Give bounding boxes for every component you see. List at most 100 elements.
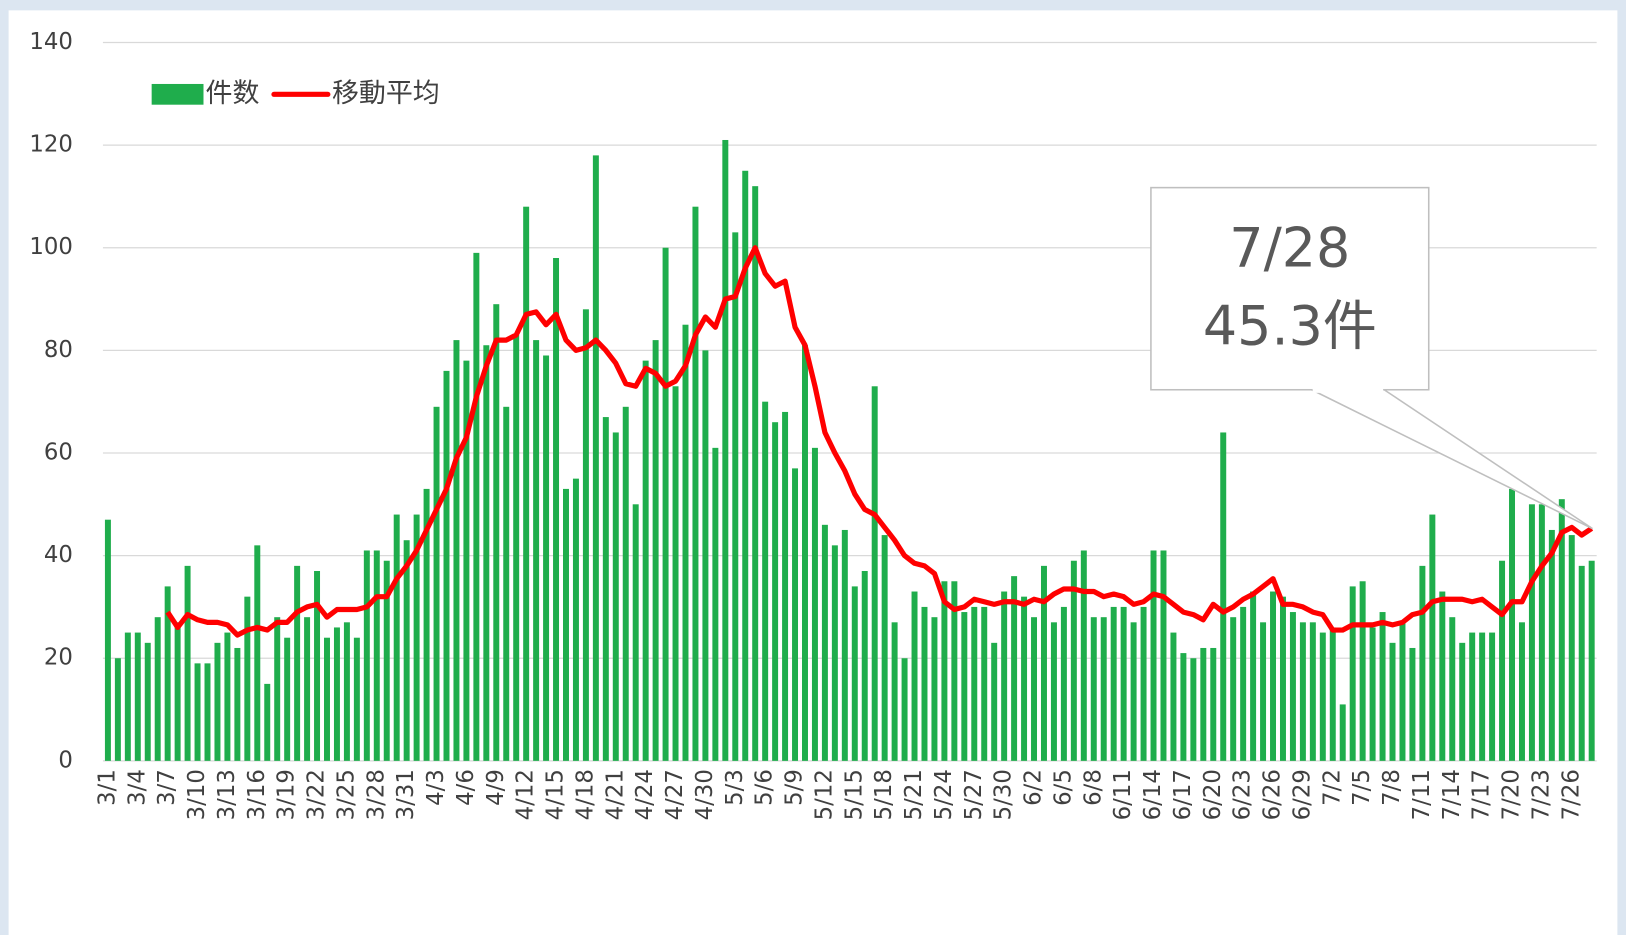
x-tick-label: 3/10 — [184, 769, 210, 820]
bar — [1130, 622, 1137, 761]
x-tick-label: 4/9 — [483, 769, 509, 806]
bar — [1489, 632, 1496, 761]
bar — [563, 488, 569, 761]
x-tick-label: 6/2 — [1021, 769, 1047, 806]
bar — [1499, 560, 1506, 761]
y-tick-label: 60 — [44, 439, 73, 465]
x-tick-label: 7/11 — [1409, 769, 1435, 820]
x-tick-label: 5/9 — [782, 769, 808, 806]
bar — [1190, 658, 1197, 761]
bar — [1528, 504, 1535, 761]
y-tick-label: 40 — [44, 542, 73, 568]
y-tick-label: 20 — [44, 645, 73, 671]
bar — [622, 406, 629, 761]
bar — [1429, 514, 1436, 761]
bar — [1001, 591, 1008, 761]
bar — [1439, 591, 1446, 761]
bar — [174, 622, 181, 761]
y-tick-label: 140 — [29, 29, 73, 55]
bar — [1359, 581, 1366, 761]
bar — [1299, 622, 1306, 761]
bar — [274, 617, 281, 761]
bar — [981, 606, 988, 761]
x-tick-label: 6/26 — [1260, 769, 1286, 820]
bar — [353, 637, 360, 761]
x-tick-label: 6/29 — [1289, 769, 1315, 820]
x-tick-label: 5/24 — [931, 769, 957, 820]
bar — [1140, 606, 1147, 761]
bar — [1509, 488, 1516, 761]
bar — [672, 386, 679, 761]
x-tick-label: 3/16 — [244, 769, 270, 820]
bar — [1210, 647, 1217, 761]
bar — [1250, 591, 1257, 761]
x-tick-label: 7/26 — [1558, 769, 1584, 820]
bar — [443, 370, 450, 761]
bar — [473, 252, 480, 761]
bar — [1279, 596, 1286, 761]
bar — [1230, 617, 1237, 761]
bar — [144, 642, 151, 761]
bar — [184, 565, 191, 761]
x-tick-label: 6/11 — [1110, 769, 1136, 820]
x-tick-label: 6/14 — [1140, 769, 1166, 820]
bar — [772, 422, 779, 761]
bar — [732, 232, 739, 761]
bar — [533, 340, 540, 761]
bar — [951, 581, 958, 761]
bar — [523, 206, 530, 761]
bar — [572, 478, 579, 761]
x-tick-label: 3/31 — [393, 769, 419, 820]
bar — [244, 596, 251, 761]
x-tick-label: 4/21 — [602, 769, 628, 820]
bar — [1479, 632, 1486, 761]
bar — [553, 258, 560, 761]
bar — [762, 401, 769, 761]
x-tick-label: 5/3 — [722, 769, 748, 806]
bar — [1538, 504, 1545, 761]
bar — [722, 139, 729, 761]
bar — [154, 617, 161, 761]
x-tick-label: 4/30 — [692, 769, 718, 820]
bar — [702, 350, 709, 761]
x-tick-label: 6/5 — [1050, 769, 1076, 806]
bar — [1260, 622, 1267, 761]
bar — [463, 360, 470, 761]
bar — [543, 355, 550, 761]
bar — [453, 340, 460, 761]
bar — [782, 411, 789, 761]
x-tick-label: 5/15 — [841, 769, 867, 820]
bar — [752, 186, 759, 761]
bar — [1021, 596, 1028, 761]
bar — [692, 206, 699, 761]
bar — [114, 658, 121, 761]
bar — [841, 529, 848, 761]
bar — [1548, 529, 1555, 761]
bar — [742, 170, 749, 761]
bar — [403, 540, 410, 761]
bar — [284, 637, 291, 761]
bar — [333, 627, 340, 761]
bar — [164, 586, 171, 761]
bar — [1349, 586, 1356, 761]
bar — [1070, 560, 1077, 761]
bar — [234, 647, 241, 761]
bar — [1060, 606, 1067, 761]
bar — [1409, 647, 1416, 761]
bar — [513, 334, 520, 761]
bar — [1040, 565, 1047, 761]
bar — [1240, 606, 1247, 761]
x-tick-label: 3/22 — [304, 769, 330, 820]
bar — [294, 565, 301, 761]
bar — [1319, 632, 1326, 761]
bar — [1090, 617, 1097, 761]
bar — [104, 519, 111, 761]
y-tick-label: 100 — [29, 234, 73, 260]
bar — [652, 340, 659, 761]
bar — [602, 417, 609, 761]
callout-joint — [1312, 386, 1384, 393]
bar — [911, 591, 918, 761]
bar — [1588, 560, 1595, 761]
bar — [433, 406, 440, 761]
